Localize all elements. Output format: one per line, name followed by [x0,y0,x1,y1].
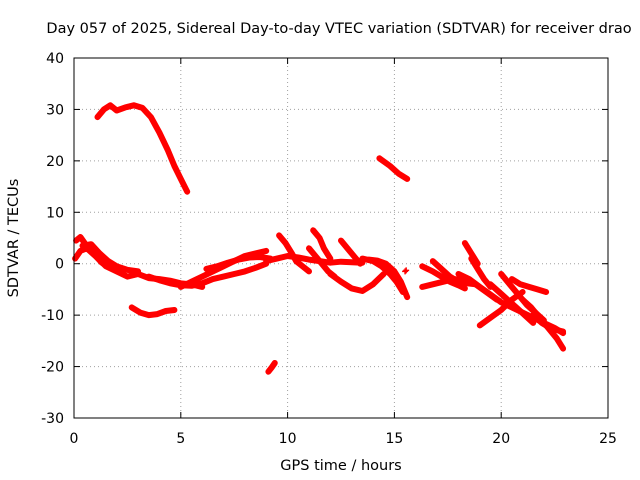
data-layer [72,102,567,375]
series-arc-d [145,260,270,289]
plot-frame [73,57,609,419]
series-arc-j [310,227,334,262]
y-tick-label: 30 [46,102,64,118]
series-arc-c [79,241,142,275]
x-tick-label: 0 [70,431,79,447]
series-arc-p [128,304,178,319]
series-arc-g [263,253,366,266]
x-axis-tick-labels: 0 5 10 15 20 25 [70,431,617,447]
series-arc-t [429,258,479,288]
series-arc-q [265,360,278,375]
series-arc-l [338,237,364,267]
series-arc-k [327,271,387,294]
series-arc-f [203,254,274,272]
series-arc-y [487,281,537,326]
y-tick-label: 0 [55,257,64,273]
x-tick-label: 15 [385,431,403,447]
series-arc-n [365,256,411,301]
y-tick-label: -10 [41,308,64,324]
y-tick-label: 10 [46,205,64,221]
series-arc-high [94,102,191,195]
series-arc-s [419,263,468,292]
data-point [402,268,409,275]
y-tick-label: -30 [41,411,64,427]
grid [74,58,608,418]
series-arc-w [468,255,494,290]
x-axis-label: GPS time / hours [280,458,401,474]
chart-title: Day 057 of 2025, Sidereal Day-to-day VTE… [46,21,631,37]
axis-ticks [73,57,609,419]
y-tick-label: 40 [46,51,64,67]
series-arc-b [73,234,127,277]
series-arc-aa [508,276,550,295]
y-axis-tick-labels: -30 -20 -10 0 10 20 30 40 [41,51,64,427]
y-axis-label: SDTVAR / TECUs [6,179,22,298]
y-tick-label: 20 [46,154,64,170]
series-arc-cc [530,312,567,335]
series-arc-h [276,232,312,275]
series-arc-x [476,289,526,329]
x-tick-label: 10 [279,431,297,447]
data-point [403,267,410,274]
x-tick-label: 25 [599,431,617,447]
y-tick-label: -20 [41,360,64,376]
x-tick-label: 20 [492,431,510,447]
x-tick-label: 5 [176,431,185,447]
series-arc-o [376,155,411,182]
